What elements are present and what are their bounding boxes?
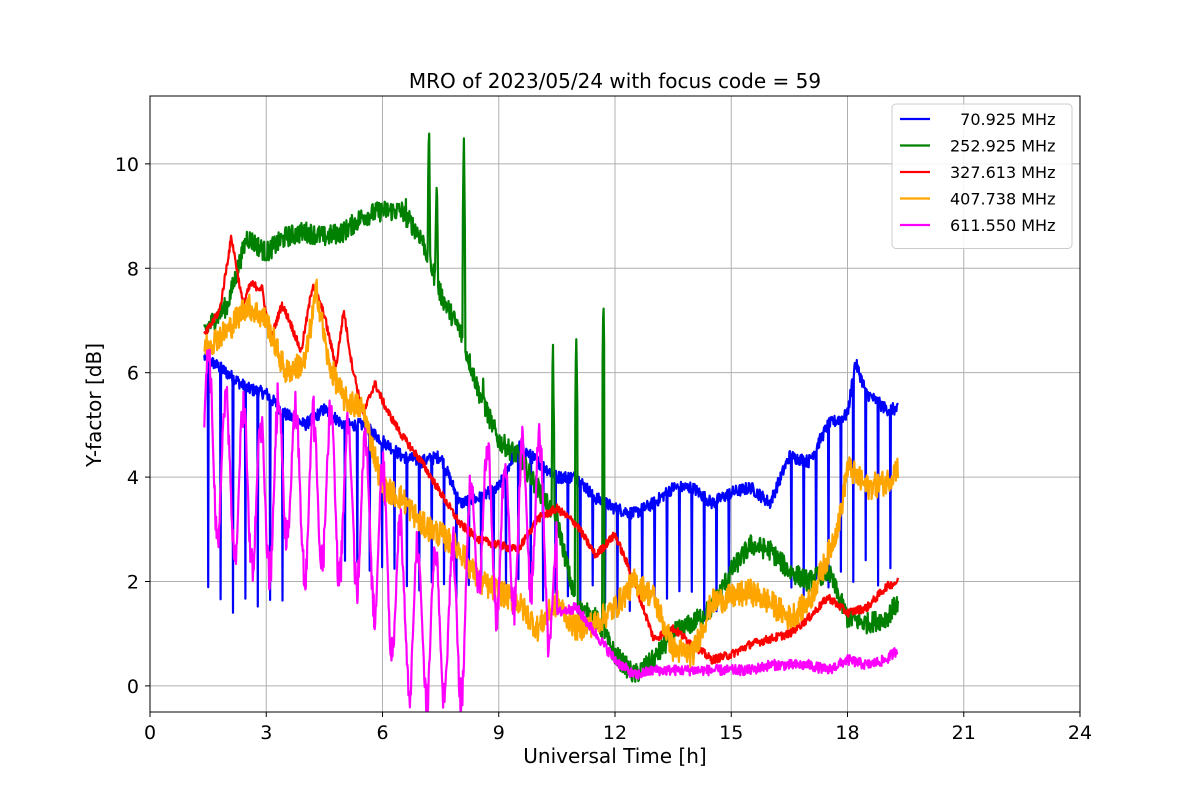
x-tick-label-3: 9 bbox=[493, 722, 505, 744]
y-tick-label-4: 8 bbox=[127, 258, 139, 280]
y-tick-label-2: 4 bbox=[127, 467, 139, 489]
legend: 70.925 MHz 252.925 MHz 327.613 MHz 407.738 … bbox=[891, 103, 1073, 249]
chart-title: MRO of 2023/05/24 with focus code = 59 bbox=[409, 69, 821, 93]
x-axis-label: Universal Time [h] bbox=[523, 744, 706, 768]
y-tick-label-5: 10 bbox=[115, 154, 139, 176]
y-tick-label-1: 2 bbox=[127, 571, 139, 593]
series-line-4 bbox=[203, 348, 899, 712]
x-tick-label-7: 21 bbox=[952, 722, 976, 744]
y-tick-label-3: 6 bbox=[127, 363, 139, 385]
series-line-1 bbox=[203, 132, 899, 683]
y-tick-label-0: 0 bbox=[127, 676, 139, 698]
x-tick-label-2: 6 bbox=[376, 722, 388, 744]
x-tick-label-6: 18 bbox=[835, 722, 859, 744]
x-tick-label-4: 12 bbox=[603, 722, 627, 744]
x-tick-label-5: 15 bbox=[719, 722, 743, 744]
x-tick-label-1: 3 bbox=[260, 722, 272, 744]
legend-label-1: 252.925 MHz bbox=[950, 137, 1055, 156]
legend-label-3: 407.738 MHz bbox=[950, 190, 1055, 209]
legend-label-4: 611.550 MHz bbox=[950, 216, 1055, 235]
x-tick-label-8: 24 bbox=[1068, 722, 1092, 744]
y-axis-label: Y-factor [dB] bbox=[82, 343, 106, 468]
legend-label-0: 70.925 MHz bbox=[950, 110, 1055, 129]
plot-area bbox=[203, 132, 899, 712]
legend-box bbox=[891, 103, 1073, 249]
legend-label-2: 327.613 MHz bbox=[950, 163, 1055, 182]
x-tick-label-0: 0 bbox=[144, 722, 156, 744]
